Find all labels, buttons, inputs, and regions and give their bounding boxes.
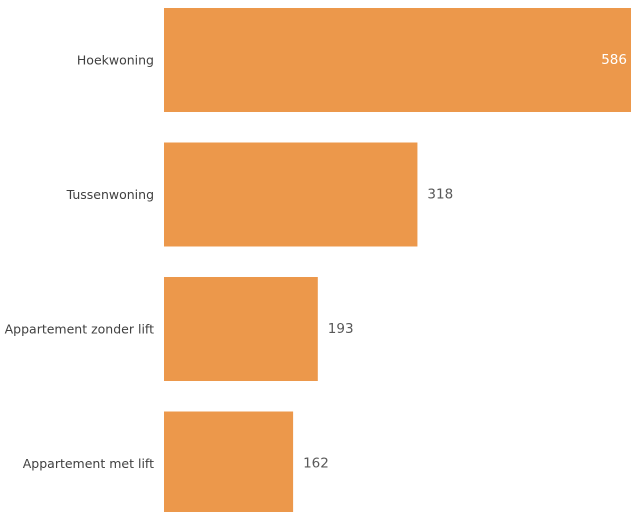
value-label-1: 318 [427, 187, 453, 203]
bar-1 [164, 142, 418, 247]
category-label-0: Hoekwoning [77, 53, 154, 68]
bar-0 [164, 8, 631, 112]
bar-3 [164, 411, 294, 512]
value-label-0: 586 [601, 52, 627, 68]
category-label-1: Tussenwoning [66, 187, 154, 202]
value-label-3: 162 [303, 456, 329, 472]
category-label-2: Appartement zonder lift [5, 322, 154, 337]
bar-2 [164, 277, 318, 381]
value-label-2: 193 [328, 321, 354, 337]
category-label-3: Appartement met lift [23, 456, 154, 471]
